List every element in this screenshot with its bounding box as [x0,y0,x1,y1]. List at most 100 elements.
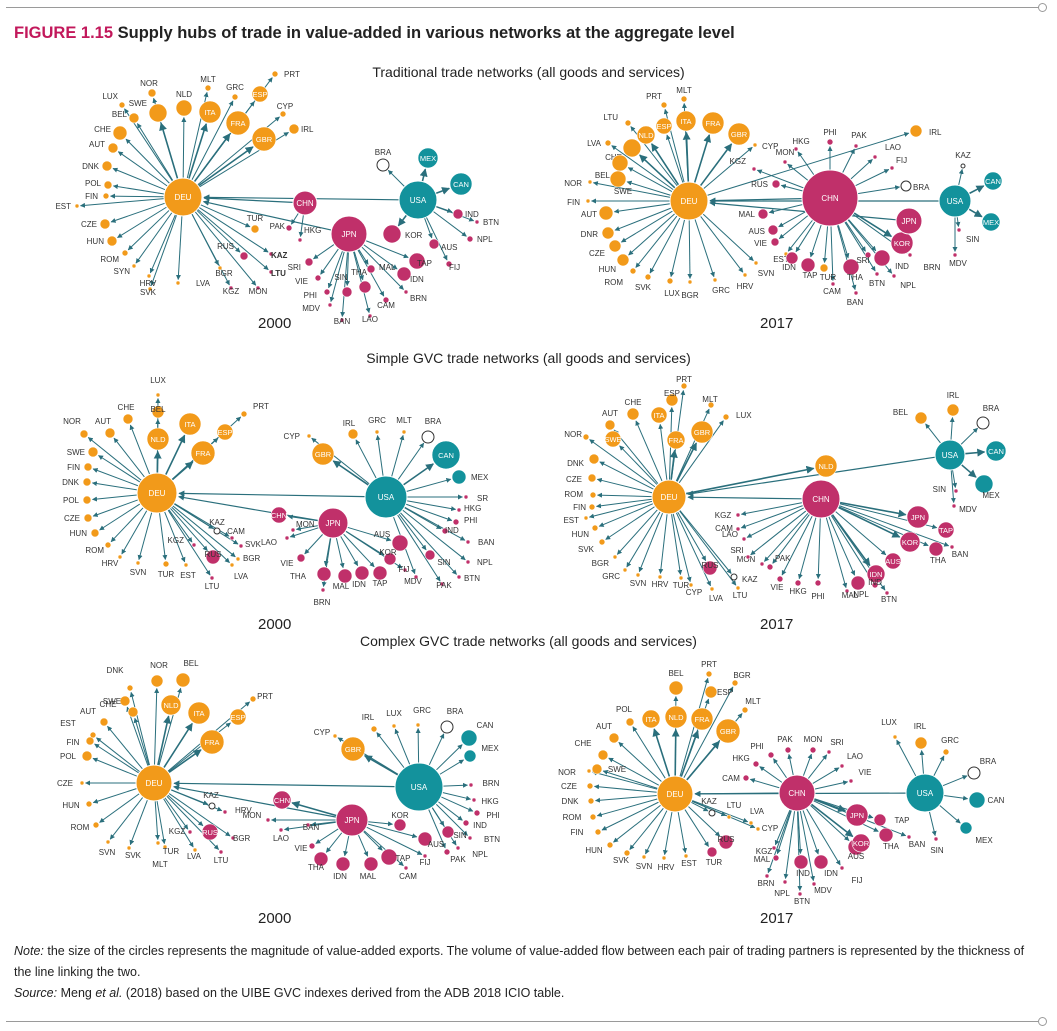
edge-deu-kgz [164,797,189,830]
node-grc [415,722,421,728]
edge-usa-irl [355,439,377,479]
edge-deu-tur [684,808,709,847]
node-phi [452,518,460,526]
hub-label-jpn: JPN [341,230,356,239]
node-kgz [751,166,757,172]
node-label-mex: MEX [982,491,1000,500]
edge-deu-fra [171,461,194,481]
edge-usa-can [402,463,434,486]
node-nld [175,99,193,117]
node-irl [370,725,378,733]
node-label-tha: THA [847,273,864,282]
edge-usa-ind [437,801,463,821]
node-label-jpn: JPN [911,513,925,522]
node-label-mal: MAL [739,210,756,219]
node-fij [402,567,408,573]
edge-chn-kor [810,803,854,838]
node-label-lao: LAO [261,538,277,547]
node-label-hkg: HKG [792,137,809,146]
edge-deu-dnk [112,167,166,191]
node-label-fin: FIN [85,192,98,201]
edge-deu-che [608,757,660,786]
node-nld [814,454,838,478]
node-che [127,706,139,718]
edge-chn-pak [290,212,299,225]
node-irl [909,124,923,138]
edge-deu-hun [92,788,138,804]
source-label: Source: [14,986,58,1000]
node-gbr [340,736,366,762]
edge-deu-tur [671,513,683,575]
network-panel-1-1: PRT ESP MLT CHE AUT ITA LUX NOR SWE FRA GBR DNK CZE R… [563,375,1007,604]
top-rule [6,7,1042,8]
node-label-tap: TAP [803,271,818,280]
network-panel-2-1: PRT BGR BEL ESP MLT POL ITA NLD FRA GBR AUT CHE NOR S… [558,660,1005,906]
edge-deu-svk [605,506,656,540]
edge-deu-kaz [690,801,709,812]
edge-deu-rus [167,794,204,827]
node-label-tha: THA [930,556,947,565]
node-esp [229,708,247,726]
year-label-simple-2017: 2017 [760,616,794,633]
node-label-hun: HUN [572,530,590,539]
node-bra [421,430,435,444]
edge-deu-swe [98,455,141,483]
node-idn [396,266,412,282]
edge-chn-est [787,219,814,252]
node-kaz [213,527,221,535]
node-vie [296,553,306,563]
node-kaz [268,251,274,257]
node-dnr [601,226,615,240]
node-label-svn: SVN [758,269,775,278]
edge-deu-nld [671,728,680,777]
node-svn [753,260,759,266]
node-aut [107,142,119,154]
node-label-lao: LAO [847,752,863,761]
hub-label-usa: USA [942,451,959,460]
node-label-fin: FIN [567,198,580,207]
node-pak [766,563,774,571]
node-btn [456,574,462,580]
node-label-ban: BAN [478,538,495,547]
node-mdv [413,574,419,580]
node-vie [770,237,780,247]
hub-usa [364,475,408,519]
node-dnk [587,797,595,805]
node-fin [102,192,110,200]
node-ind [462,819,470,827]
node-label-cze: CZE [589,249,605,258]
node-esp [655,117,673,135]
edge-deu-ltu [166,795,219,850]
node-chn [272,790,292,810]
node-label-che: CHE [625,398,642,407]
edge-chn-sri [807,754,828,780]
node-label-cam: CAM [377,301,395,310]
network-panel-1-0: LUX BEL ITA CHE NLD ESP PRT NOR AUT FRA SWE FIN DNK P… [62,376,495,607]
node-cam [403,865,409,871]
node-label-idn: IDN [782,263,796,272]
node-layer: LUX BEL ITA CHE NLD ESP PRT NOR AUT FRA SWE FIN DNK P… [62,376,495,607]
edge-usa-irl [949,417,955,441]
edge-jpn-tap [365,240,409,259]
node-label-esp: ESP [717,688,733,697]
edge-deu-hrv [149,214,176,274]
node-lux [391,723,397,729]
node-label-tap: TAP [939,526,953,535]
node-pol [82,495,92,505]
node-esp [665,393,679,407]
node-label-idn: IDN [870,570,883,579]
section-title-complex-gvc: Complex GVC trade networks (all goods an… [360,633,697,649]
node-label-jpn: JPN [850,811,864,820]
edge-chn-vie [778,215,809,239]
edge-chn-ind [847,218,877,252]
node-bel [128,112,140,124]
edge-deu-swe [602,769,659,789]
node-fra [690,707,714,731]
node-npl [465,559,471,565]
edge-deu-cyp [672,513,692,583]
node-label-dnk: DNK [562,797,580,806]
edge-chn-vie [759,766,783,784]
edge-deu-che [125,138,171,184]
node-nor [587,179,593,185]
node-label-idn: IDN [824,869,838,878]
